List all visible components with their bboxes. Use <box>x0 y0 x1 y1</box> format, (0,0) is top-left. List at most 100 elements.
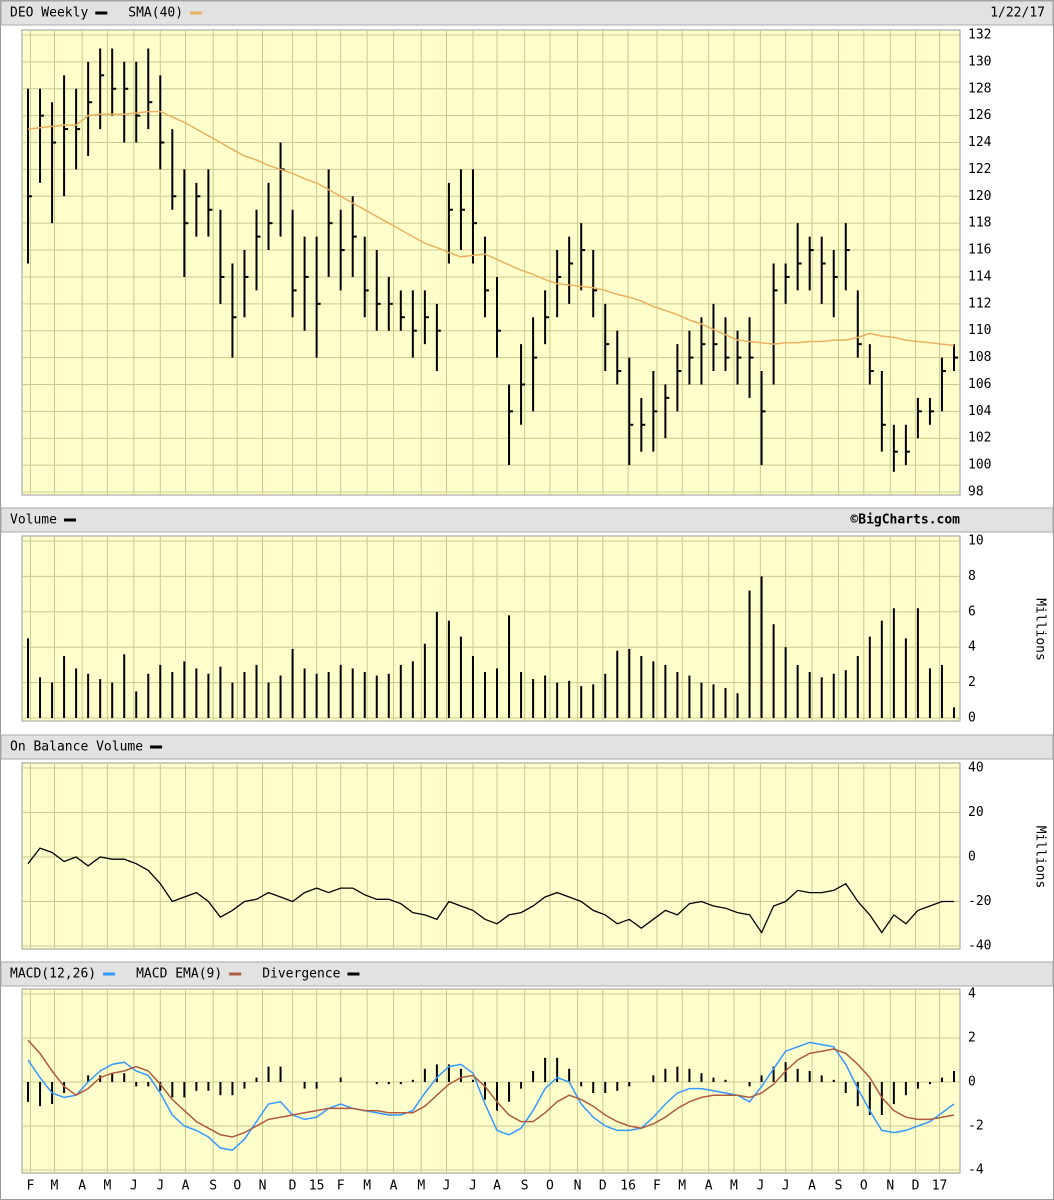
y-tick-label: 0 <box>968 850 976 865</box>
volume-bar <box>832 673 835 718</box>
volume-bar <box>363 671 366 718</box>
volume-bar <box>952 707 955 718</box>
divergence-bar <box>532 1071 535 1082</box>
x-tick-label: A <box>493 1179 501 1194</box>
x-tick-label: 16 <box>620 1179 636 1194</box>
x-tick-label: O <box>233 1179 241 1194</box>
volume-bar <box>820 677 823 718</box>
x-tick-label: J <box>130 1179 138 1194</box>
volume-bar <box>496 668 499 718</box>
divergence-bar <box>580 1082 583 1087</box>
plot-area <box>21 29 961 496</box>
divergence-bar <box>111 1073 114 1082</box>
divergence-bar <box>544 1057 547 1082</box>
divergence-bar <box>279 1066 282 1082</box>
volume-bar <box>844 670 847 718</box>
volume-bar <box>604 673 607 718</box>
volume-bar <box>712 684 715 718</box>
x-tick-label: D <box>912 1179 920 1194</box>
divergence-bar <box>435 1064 438 1082</box>
volume-bar <box>171 671 174 718</box>
legend-label: DEO Weekly <box>10 6 88 21</box>
y-tick-label: 122 <box>968 162 991 177</box>
divergence-bar <box>387 1082 390 1085</box>
volume-bar <box>63 656 66 718</box>
volume-bar <box>267 682 270 718</box>
volume-bar <box>508 615 511 718</box>
volume-bar <box>387 673 390 718</box>
volume-bar <box>628 648 631 718</box>
divergence-bar <box>856 1082 859 1107</box>
divergence-bar <box>339 1077 342 1082</box>
volume-bar <box>892 608 895 718</box>
divergence-bar <box>868 1082 871 1115</box>
y-tick-label: 128 <box>968 81 991 96</box>
x-tick-label: F <box>653 1179 661 1194</box>
divergence-bar <box>123 1073 126 1082</box>
x-tick-label: F <box>337 1179 345 1194</box>
divergence-bar <box>700 1073 703 1082</box>
divergence-bar <box>219 1082 222 1096</box>
volume-bar <box>411 661 414 718</box>
y-tick-label: 132 <box>968 28 991 43</box>
volume-bar <box>808 671 811 718</box>
plot-area <box>21 988 961 1174</box>
legend-label: Volume <box>10 513 57 528</box>
volume-bar <box>592 684 595 718</box>
divergence-bar <box>63 1082 66 1093</box>
x-tick-label: A <box>390 1179 398 1194</box>
y-tick-label: -40 <box>968 939 991 954</box>
volume-bar <box>219 666 222 718</box>
divergence-bar <box>496 1082 499 1111</box>
volume-bar <box>724 687 727 718</box>
plot-area <box>21 535 961 722</box>
panel-header <box>0 961 1054 987</box>
volume-bar <box>279 675 282 718</box>
divergence-bar <box>676 1066 679 1082</box>
volume-bar <box>880 620 883 718</box>
plot-area <box>21 762 961 950</box>
x-tick-label: N <box>574 1179 582 1194</box>
divergence-bar <box>556 1057 559 1082</box>
y-tick-label: 104 <box>968 404 992 419</box>
volume-bar <box>664 664 667 718</box>
x-tick-label: J <box>443 1179 451 1194</box>
divergence-bar <box>652 1075 655 1082</box>
divergence-bar <box>568 1068 571 1082</box>
divergence-bar <box>183 1082 186 1098</box>
volume-bar <box>135 691 138 718</box>
divergence-bar <box>664 1068 667 1082</box>
y-tick-label: 6 <box>968 604 976 619</box>
x-tick-label: A <box>705 1179 713 1194</box>
legend-label: MACD EMA(9) <box>136 967 222 982</box>
y-tick-label: 40 <box>968 761 984 776</box>
x-tick-label: D <box>599 1179 607 1194</box>
volume-bar <box>111 682 114 718</box>
volume-bar <box>616 650 619 718</box>
x-tick-label: M <box>417 1179 425 1194</box>
volume-bar <box>159 664 162 718</box>
divergence-bar <box>760 1075 763 1082</box>
date-label: 1/22/17 <box>990 6 1045 21</box>
divergence-bar <box>207 1082 210 1091</box>
volume-bar <box>520 671 523 718</box>
divergence-bar <box>592 1082 595 1093</box>
x-tick-label: 15 <box>309 1179 325 1194</box>
volume-bar <box>796 664 799 718</box>
y-tick-label: 98 <box>968 485 984 500</box>
volume-bar <box>928 668 931 718</box>
x-tick-label: A <box>182 1179 190 1194</box>
x-tick-label: N <box>886 1179 894 1194</box>
x-tick-label: M <box>363 1179 371 1194</box>
volume-bar <box>375 675 378 718</box>
volume-bar <box>435 611 438 718</box>
volume-bar <box>544 675 547 718</box>
divergence-bar <box>171 1082 174 1098</box>
volume-bar <box>772 624 775 718</box>
x-tick-label: F <box>27 1179 35 1194</box>
volume-bar <box>700 682 703 718</box>
macd-line <box>27 1041 955 1152</box>
divergence-bar <box>447 1064 450 1082</box>
divergence-bar <box>616 1082 619 1091</box>
